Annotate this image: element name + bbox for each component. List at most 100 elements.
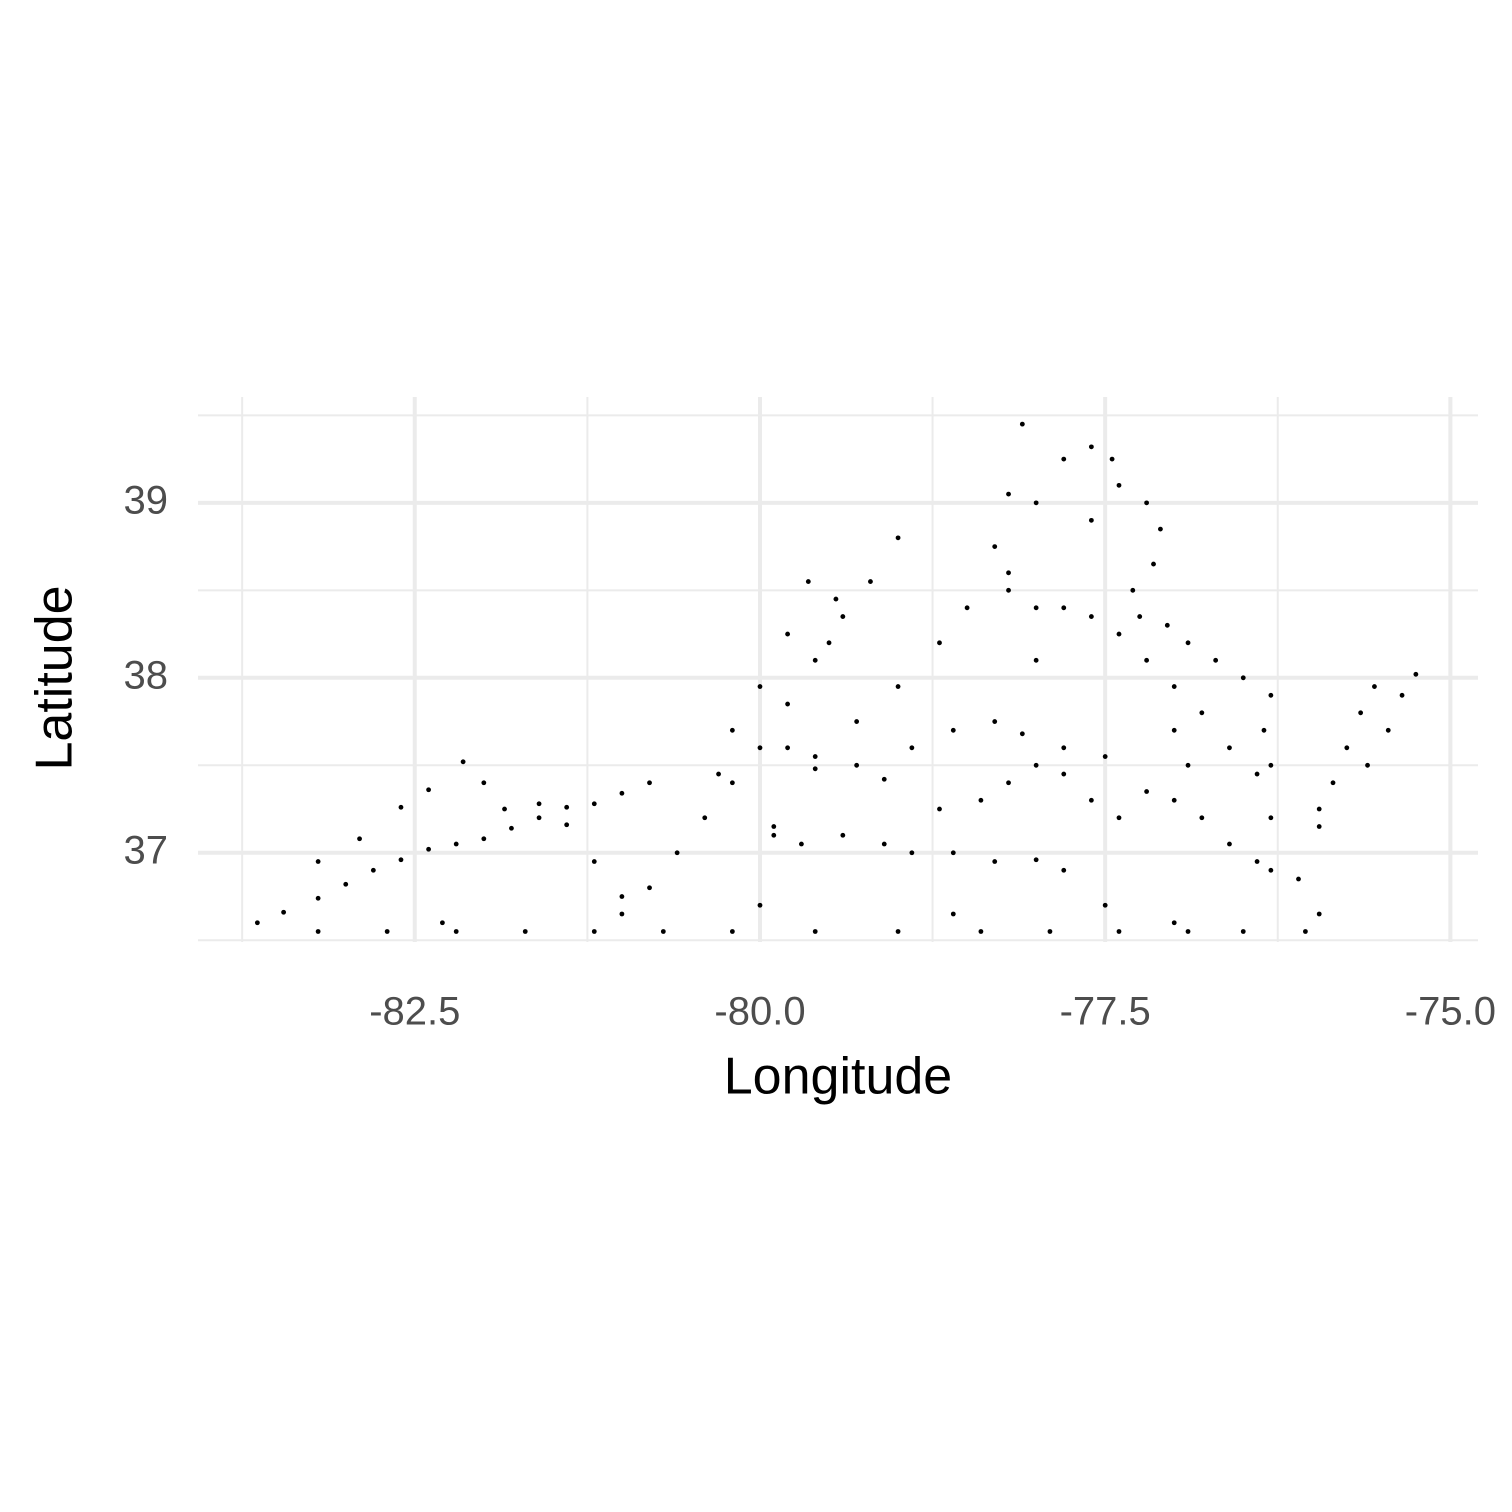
- point: [1240, 675, 1246, 681]
- point: [1316, 911, 1322, 917]
- y-tick-label: 37: [124, 828, 169, 872]
- point: [1372, 684, 1377, 689]
- point: [1088, 614, 1094, 619]
- point: [1240, 929, 1246, 934]
- point: [564, 822, 570, 828]
- point: [1199, 815, 1205, 821]
- point: [647, 885, 652, 891]
- point: [315, 859, 321, 864]
- point: [1199, 710, 1205, 716]
- point: [1006, 587, 1011, 593]
- point: [398, 857, 404, 863]
- point: [1144, 789, 1150, 794]
- point: [536, 815, 542, 821]
- point: [840, 614, 846, 619]
- point: [1316, 806, 1322, 812]
- point: [619, 911, 625, 917]
- point: [384, 929, 390, 934]
- point: [992, 859, 998, 864]
- x-tick-label: -77.5: [1060, 990, 1151, 1034]
- point: [1385, 727, 1391, 733]
- point: [964, 605, 970, 611]
- point: [1033, 657, 1039, 663]
- point: [481, 836, 487, 842]
- point: [950, 850, 956, 856]
- point: [812, 657, 818, 663]
- point: [1033, 762, 1039, 768]
- point: [1185, 762, 1191, 768]
- point: [881, 776, 887, 782]
- point: [937, 640, 942, 646]
- x-tick-label: -75.0: [1405, 990, 1496, 1034]
- point: [881, 841, 887, 847]
- point: [647, 780, 652, 786]
- point: [1006, 780, 1011, 786]
- x-axis-title: Longitude: [724, 1048, 952, 1106]
- point: [1330, 780, 1336, 786]
- point: [992, 719, 998, 724]
- point: [1268, 815, 1274, 821]
- point: [978, 797, 984, 803]
- point: [674, 850, 680, 856]
- point: [1316, 824, 1322, 829]
- x-tick-label: -82.5: [369, 990, 460, 1034]
- point: [812, 766, 818, 772]
- point: [343, 881, 349, 887]
- point: [785, 701, 791, 707]
- point: [1061, 605, 1067, 611]
- point: [1116, 631, 1122, 637]
- point: [1164, 622, 1170, 628]
- point: [1213, 657, 1219, 663]
- point: [357, 836, 362, 842]
- point: [805, 579, 811, 584]
- point: [1365, 762, 1370, 768]
- point: [895, 535, 901, 541]
- point: [1413, 671, 1419, 677]
- point: [481, 780, 487, 786]
- point: [440, 920, 445, 926]
- point: [398, 804, 404, 810]
- point: [1151, 561, 1156, 567]
- point: [619, 894, 625, 899]
- point: [1019, 731, 1025, 737]
- point: [591, 859, 597, 864]
- point: [370, 867, 376, 873]
- point: [771, 824, 777, 829]
- point: [1061, 771, 1067, 777]
- point: [1006, 570, 1011, 576]
- x-tick-label: -80.0: [714, 990, 805, 1034]
- point: [1019, 421, 1025, 427]
- point: [591, 801, 597, 807]
- point: [281, 909, 287, 915]
- point: [536, 801, 542, 807]
- y-axis-title: Latitude: [26, 585, 84, 770]
- point: [1268, 867, 1274, 873]
- point: [1088, 797, 1094, 803]
- point: [757, 745, 763, 751]
- point: [315, 929, 321, 934]
- point: [854, 762, 860, 768]
- point: [833, 596, 839, 602]
- point: [1171, 727, 1177, 733]
- point: [1006, 491, 1011, 497]
- point: [1116, 815, 1122, 821]
- point: [426, 846, 431, 852]
- point: [1171, 684, 1177, 689]
- point: [1185, 929, 1191, 934]
- point: [950, 727, 956, 733]
- point: [1344, 745, 1350, 751]
- point: [1033, 605, 1039, 611]
- point: [757, 902, 763, 908]
- point: [1137, 614, 1143, 619]
- point: [1171, 797, 1177, 803]
- point: [840, 832, 846, 838]
- point: [895, 684, 901, 689]
- point: [1144, 500, 1150, 506]
- point: [868, 579, 873, 584]
- point: [315, 895, 321, 901]
- point: [1399, 692, 1405, 698]
- point: [716, 771, 721, 777]
- point: [502, 806, 507, 812]
- point: [1227, 745, 1232, 751]
